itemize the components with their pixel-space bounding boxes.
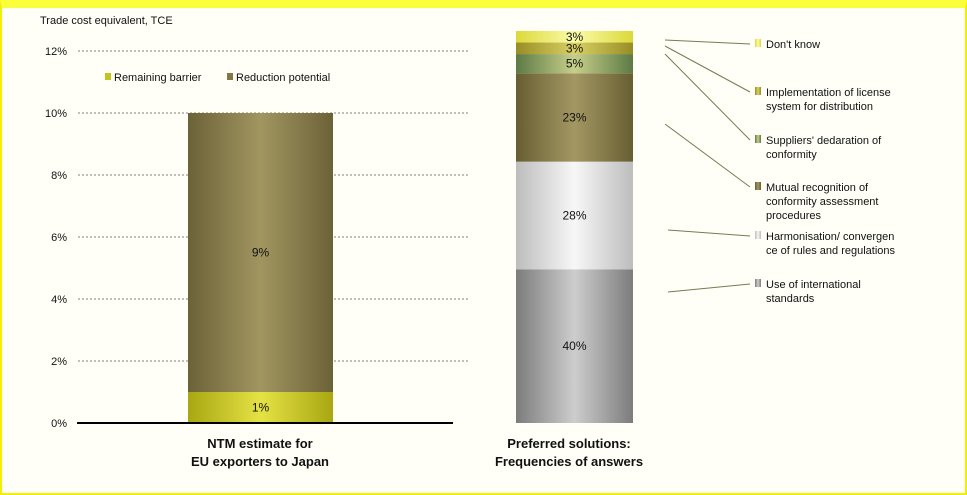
legend-label: Implementation of license xyxy=(766,87,891,99)
y-tick-label: 6% xyxy=(51,232,67,244)
y-axis-label: Trade cost equivalent, TCE xyxy=(40,15,173,27)
stacked-bar: 1% 9% xyxy=(188,113,333,423)
stacked-bar: 40% 28% 23% 5% 3%3% xyxy=(516,30,633,423)
legend-label: conformity xyxy=(766,149,817,161)
bar-segment-suppliers_declaration xyxy=(516,54,633,74)
legend-swatch xyxy=(755,231,761,239)
legend: Use of international standards Harmonisati… xyxy=(755,39,896,305)
legend-label: Suppliers' dedaration of xyxy=(766,135,882,147)
legend-swatch xyxy=(755,87,761,95)
legend-swatch xyxy=(105,73,111,80)
leader-line xyxy=(664,53,751,141)
chart-title-line-1: Preferred solutions: xyxy=(507,436,631,451)
legend: Remaining barrier Reduction potential xyxy=(105,72,330,84)
bar-segment-license_system xyxy=(516,42,633,55)
legend-label: Remaining barrier xyxy=(114,72,202,84)
legend-label: conformity assessment xyxy=(766,196,878,208)
preferred-solutions-chart: 40% 28% 23% 5% 3%3% Use of international stan… xyxy=(495,30,896,469)
bar-segment-intl_standards xyxy=(516,269,633,423)
leader-line xyxy=(664,39,751,45)
bar-segment-reduction xyxy=(188,113,333,392)
leader-line xyxy=(664,123,751,188)
chart-title-line-2: Frequencies of answers xyxy=(495,454,643,469)
bar-value-label: 3% xyxy=(566,30,584,44)
y-tick-label: 0% xyxy=(51,418,67,430)
chart-title-line-1: NTM estimate for xyxy=(207,436,312,451)
legend-label: Reduction potential xyxy=(236,72,330,84)
leader-line xyxy=(667,283,751,293)
bar-value-label: 5% xyxy=(566,57,584,71)
ntm-estimate-chart: Trade cost equivalent, TCE 0% 2% 4% 6% 8% 10%… xyxy=(40,15,468,469)
legend-swatch xyxy=(755,279,761,287)
legend-swatch xyxy=(755,39,761,47)
legend-label: procedures xyxy=(766,210,822,222)
bar-value-label: 40% xyxy=(562,339,586,353)
y-tick-label: 4% xyxy=(51,294,67,306)
leader-line xyxy=(664,45,751,93)
legend-label: ce of rules and regulations xyxy=(766,245,896,257)
bar-value-label: 9% xyxy=(252,246,270,260)
bar-segment-dont_know xyxy=(516,31,633,43)
y-tick-label: 12% xyxy=(45,46,67,58)
bar-segment-mutual_recognition xyxy=(516,73,633,162)
chart-title-line-2: EU exporters to Japan xyxy=(191,454,329,469)
y-tick-label: 8% xyxy=(51,170,67,182)
legend-label: Don't know xyxy=(766,39,820,51)
gridlines xyxy=(78,50,468,362)
bar-value-label: 3% xyxy=(566,41,584,55)
legend-label: system for distribution xyxy=(766,101,873,113)
bar-segment-harmonisation xyxy=(516,161,633,270)
y-tick-labels: 0% 2% 4% 6% 8% 10% 12% xyxy=(45,46,67,430)
legend-swatch xyxy=(227,73,233,80)
legend-label: Use of international xyxy=(766,279,861,291)
legend-label: standards xyxy=(766,293,815,305)
y-tick-label: 10% xyxy=(45,108,67,120)
y-tick-label: 2% xyxy=(51,356,67,368)
bar-value-label: 23% xyxy=(562,110,586,124)
leader-lines xyxy=(664,39,751,293)
bar-segment-remaining xyxy=(188,392,333,423)
leader-line xyxy=(667,229,751,237)
legend-swatch xyxy=(755,135,761,143)
legend-label: Harmonisation/ convergen xyxy=(766,231,894,243)
legend-label: Mutual recognition of xyxy=(766,182,869,194)
bar-value-label: 28% xyxy=(562,208,586,222)
bar-value-label: 1% xyxy=(252,401,270,415)
legend-swatch xyxy=(755,182,761,190)
